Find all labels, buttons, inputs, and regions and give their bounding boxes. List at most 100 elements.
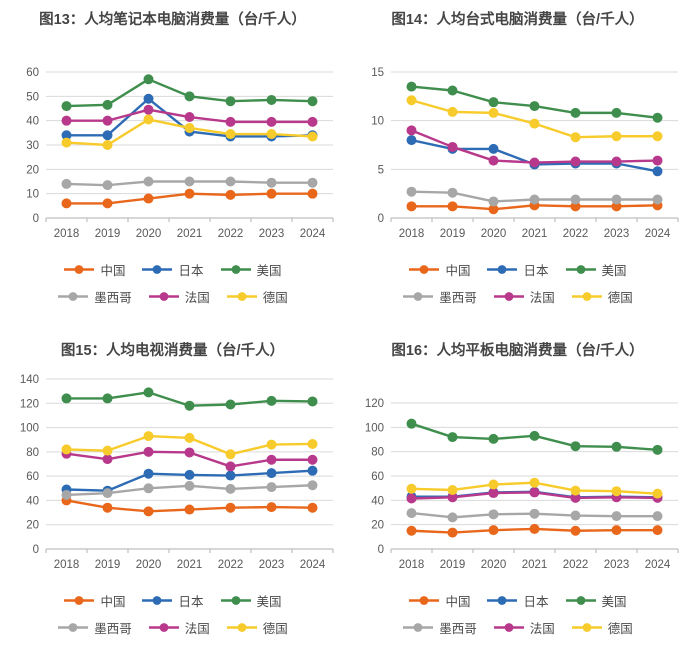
legend-label: 中国 [445, 264, 471, 278]
svg-text:2024: 2024 [645, 559, 671, 571]
y-axis-labels: 0 5 10 15 [371, 67, 384, 225]
legend-label: 法国 [529, 291, 555, 305]
series-2 [61, 74, 318, 112]
legend-marker-icon [220, 596, 251, 605]
data-point [102, 130, 113, 141]
data-point [184, 112, 195, 123]
legend-marker-icon [58, 623, 89, 632]
data-point [570, 525, 581, 536]
svg-text:2023: 2023 [604, 228, 630, 240]
series-2 [61, 387, 318, 411]
data-point [570, 441, 581, 452]
data-point [184, 447, 195, 458]
chart-legend: 中国 日本 美国 墨西哥 法国 德国 [402, 260, 633, 306]
legend-marker-icon [226, 623, 257, 632]
chart-figure-16: 图16：人均平板电脑消费量（台/千人） 0 20 40 60 80 100 120 2018 2… [345, 331, 690, 663]
svg-text:0: 0 [378, 544, 384, 556]
svg-text:100: 100 [365, 422, 384, 434]
data-point [307, 188, 318, 199]
data-point [529, 101, 540, 112]
gridlines [46, 378, 333, 526]
svg-text:2018: 2018 [54, 559, 80, 571]
data-point [488, 155, 499, 166]
data-point [529, 118, 540, 129]
legend-item-0: 墨西哥 [402, 618, 477, 637]
data-point [143, 74, 154, 85]
svg-text:2018: 2018 [399, 228, 425, 240]
legend-item-2: 美国 [220, 260, 282, 279]
data-point [307, 454, 318, 465]
data-point [307, 131, 318, 142]
data-point [447, 141, 458, 152]
data-point [406, 125, 417, 136]
data-point [406, 81, 417, 92]
legend-marker-icon [403, 623, 434, 632]
data-point [570, 132, 581, 143]
legend-marker-icon [409, 265, 440, 274]
data-point [266, 177, 277, 188]
data-point [143, 193, 154, 204]
data-point [143, 176, 154, 187]
svg-text:120: 120 [365, 398, 384, 410]
data-point [406, 135, 417, 146]
x-axis-labels: 2018 2019 2020 2021 2022 2023 2024 [54, 559, 326, 571]
series-5 [61, 431, 318, 460]
data-point [488, 488, 499, 499]
legend-label: 墨西哥 [94, 622, 132, 636]
svg-text:2024: 2024 [645, 228, 671, 240]
series-4 [406, 125, 663, 168]
data-point [488, 525, 499, 536]
svg-text:2019: 2019 [95, 228, 121, 240]
series-5 [61, 114, 318, 150]
legend-item-1: 法国 [493, 287, 555, 306]
data-point [652, 511, 663, 522]
svg-text:50: 50 [26, 91, 39, 103]
legend-item-0: 中国 [63, 260, 125, 279]
legend-marker-icon [58, 292, 89, 301]
data-point [143, 431, 154, 442]
data-point [488, 97, 499, 108]
data-point [529, 477, 540, 488]
data-point [143, 104, 154, 115]
data-point [406, 508, 417, 519]
x-axis-line [390, 217, 679, 222]
data-point [406, 95, 417, 106]
legend-marker-icon [403, 292, 434, 301]
legend-row: 墨西哥 法国 德国 [402, 287, 633, 306]
svg-text:2021: 2021 [177, 228, 203, 240]
data-point [266, 116, 277, 127]
x-axis-line [45, 548, 334, 553]
line-plot-13: 0 10 20 30 40 50 60 2018 2019 2020 2021 2022 2023 202… [26, 67, 334, 240]
legend-marker-icon [409, 596, 440, 605]
data-point [102, 488, 113, 499]
svg-text:30: 30 [26, 140, 39, 152]
series-3 [406, 508, 663, 523]
data-point [184, 91, 195, 102]
data-point [225, 116, 236, 127]
legend-item-1: 法国 [148, 287, 210, 306]
data-point [406, 201, 417, 212]
data-point [652, 155, 663, 166]
data-point [570, 485, 581, 496]
data-point [102, 454, 113, 465]
data-point [529, 430, 540, 441]
x-axis-labels: 2018 2019 2020 2021 2022 2023 2024 [54, 228, 326, 240]
data-point [225, 502, 236, 513]
data-point [652, 444, 663, 455]
legend-row: 中国 日本 美国 [408, 591, 627, 610]
legend-label: 法国 [529, 622, 555, 636]
data-point [488, 479, 499, 490]
legend-label: 墨西哥 [439, 622, 477, 636]
data-point [184, 188, 195, 199]
data-point [102, 502, 113, 513]
data-point [102, 198, 113, 209]
gridlines [391, 402, 678, 526]
svg-text:2022: 2022 [218, 559, 244, 571]
svg-text:15: 15 [371, 67, 384, 79]
data-point [102, 445, 113, 456]
data-point [406, 493, 417, 504]
legend-marker-icon [565, 596, 596, 605]
data-point [447, 106, 458, 117]
data-point [529, 194, 540, 205]
svg-text:2018: 2018 [54, 228, 80, 240]
